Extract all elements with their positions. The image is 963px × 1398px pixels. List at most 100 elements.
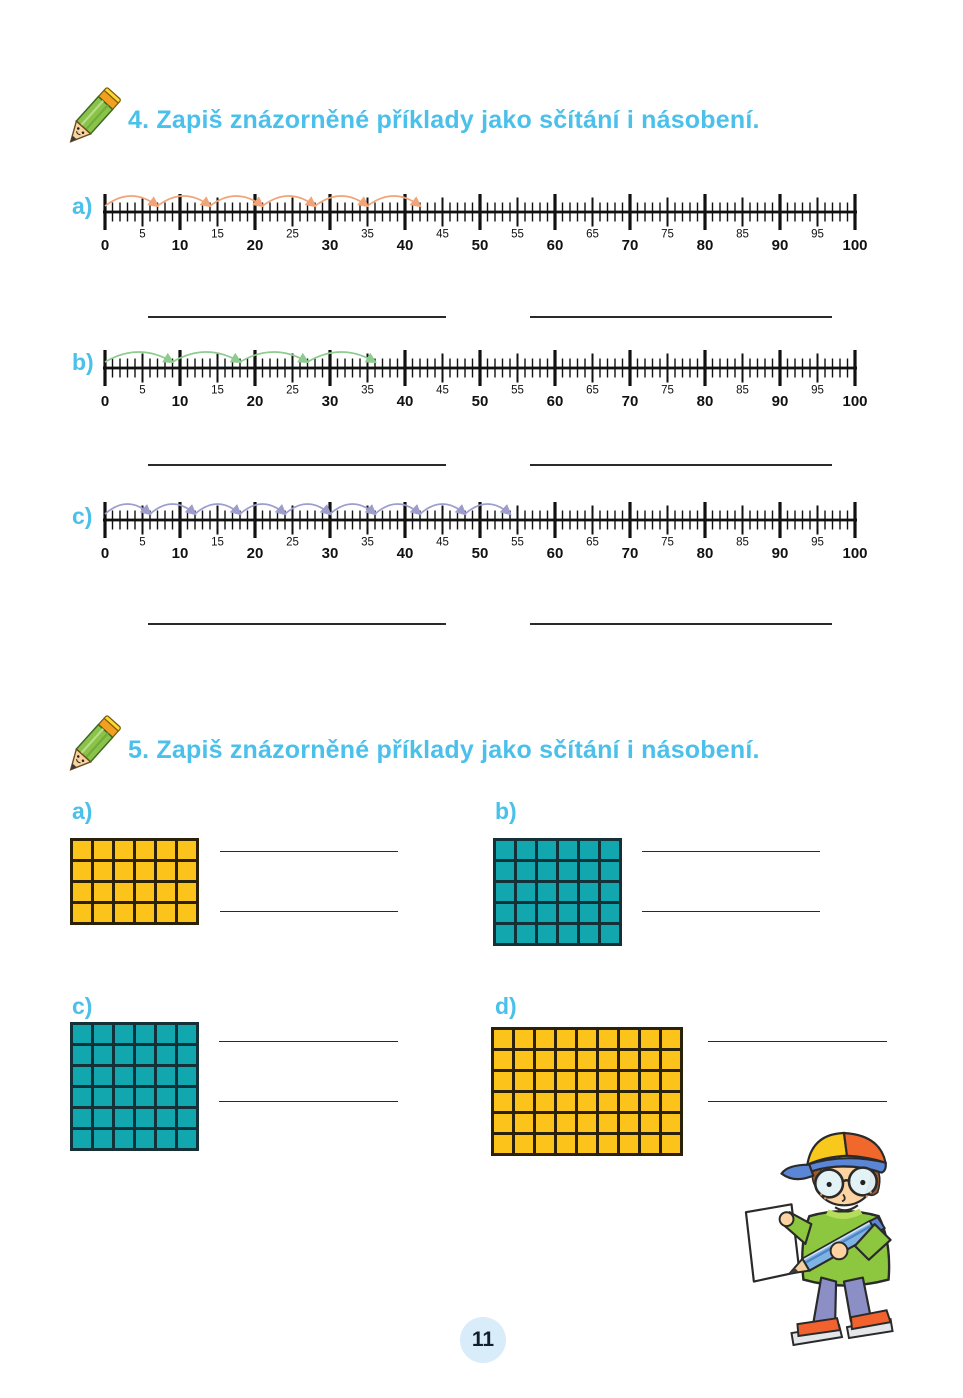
number-line-a-label: a) [72, 193, 93, 219]
grid-cell [515, 1135, 533, 1153]
grid-cell [136, 1046, 154, 1064]
grid-cell [73, 1088, 91, 1106]
grid-cell [599, 1135, 617, 1153]
tick-label: 40 [397, 545, 414, 562]
tick-label: 60 [547, 237, 564, 254]
grid-cell [115, 883, 133, 901]
grid-cell [641, 1135, 659, 1153]
answer-blank [530, 464, 832, 466]
tick-label: 5 [139, 537, 145, 549]
grid-cell [157, 1109, 175, 1127]
grid-cell [557, 1135, 575, 1153]
tick-label: 15 [211, 537, 224, 549]
tick-label: 35 [361, 537, 374, 549]
grid-cell [641, 1051, 659, 1069]
grid-cell [536, 1093, 554, 1111]
tick-label: 55 [511, 385, 524, 397]
grid-cell [557, 1093, 575, 1111]
number-line-c: 0 5 10 15 20 25 30 35 40 45 50 55 60 65 70 75 80 85 90 95 10… [101, 502, 868, 562]
grid-cell [178, 1046, 196, 1064]
grid-cell [557, 1072, 575, 1090]
tick-label: 100 [842, 545, 867, 562]
grid-cell [517, 883, 535, 901]
jump-arc [284, 503, 332, 516]
tick-label: 75 [661, 385, 674, 397]
grid-cell [115, 1046, 133, 1064]
grid-cell [599, 1093, 617, 1111]
grid-cell [136, 841, 154, 859]
grid-cell [115, 862, 133, 880]
tick-label: 0 [101, 237, 109, 254]
grid-cell [115, 904, 133, 922]
grid-cell [620, 1072, 638, 1090]
grid-cell [94, 1130, 112, 1148]
grid-cell [559, 904, 577, 922]
grid-cell [73, 883, 91, 901]
answer-blank [530, 623, 832, 625]
grid-cell [136, 904, 154, 922]
grid-cell [494, 1030, 512, 1048]
grid-cell [157, 1025, 175, 1043]
jump-arc [464, 503, 512, 516]
mascot-boy-illustration [744, 1131, 894, 1347]
tick-label: 20 [247, 545, 264, 562]
grid-cell [601, 925, 619, 943]
grid-cell [559, 862, 577, 880]
grid-cell [136, 1025, 154, 1043]
tick-label: 80 [697, 237, 714, 254]
grid-cell [73, 1046, 91, 1064]
jump-arc [104, 351, 175, 364]
grid-cell [599, 1051, 617, 1069]
grid-cell [559, 925, 577, 943]
grid-cell [662, 1093, 680, 1111]
grid-cell [115, 1067, 133, 1085]
page-number: 11 [471, 1328, 495, 1351]
pencil-icon [69, 87, 121, 143]
jump-arc [261, 195, 317, 208]
jump-arc [209, 195, 265, 208]
grid-cell [178, 904, 196, 922]
grid-cell [662, 1072, 680, 1090]
grid-cell [94, 1046, 112, 1064]
grid-cell [599, 1114, 617, 1132]
answer-blank [220, 851, 398, 852]
number-line-b: 0 5 10 15 20 25 30 35 40 45 50 55 60 65 70 75 80 85 90 95 10… [101, 350, 868, 410]
grid-cell [178, 1067, 196, 1085]
tick-label: 95 [811, 537, 824, 549]
grid-cell [599, 1030, 617, 1048]
answer-blank [642, 851, 820, 852]
grid-cell [94, 1088, 112, 1106]
grid-cell [178, 883, 196, 901]
grid-cell [73, 1067, 91, 1085]
grid-cell [496, 862, 514, 880]
jump-arc [329, 503, 377, 516]
tick-label: 30 [322, 545, 339, 562]
grid-cell [157, 1067, 175, 1085]
grid-cell [115, 841, 133, 859]
tick-label: 25 [286, 229, 299, 241]
jump-arc [419, 503, 467, 516]
grid-cell [536, 1030, 554, 1048]
grid-cell [157, 1046, 175, 1064]
grid-a-label: a) [72, 798, 93, 824]
number-line-a: 0 5 10 15 20 25 30 35 40 45 50 55 60 65 70 75 80 85 90 95 10… [101, 194, 868, 254]
grid-cell [559, 883, 577, 901]
page-number-badge: 11 [460, 1317, 506, 1363]
tick-label: 90 [772, 545, 789, 562]
jump-arc [194, 503, 242, 516]
jump-arc [104, 503, 152, 516]
grid-cell [115, 1088, 133, 1106]
tick-label: 40 [397, 237, 414, 254]
grid-cell [557, 1051, 575, 1069]
grid-b [493, 838, 622, 946]
grid-cell [580, 904, 598, 922]
grid-c-label: c) [72, 993, 93, 1019]
grid-cell [178, 1109, 196, 1127]
grid-cell [73, 841, 91, 859]
grid-cell [578, 1135, 596, 1153]
grid-cell [538, 883, 556, 901]
tick-label: 5 [139, 385, 145, 397]
grid-cell [601, 904, 619, 922]
grid-cell [94, 841, 112, 859]
tick-label: 85 [736, 229, 749, 241]
